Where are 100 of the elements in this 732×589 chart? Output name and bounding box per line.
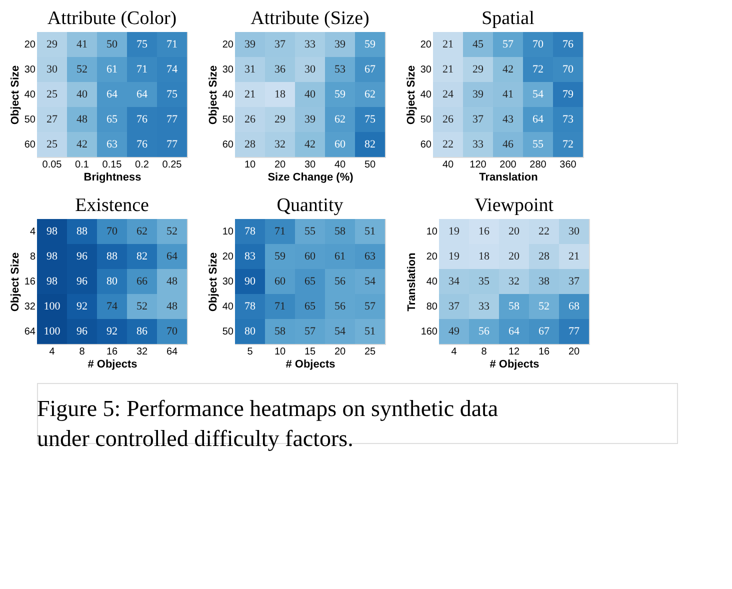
y-tick-label: 60 <box>24 140 36 150</box>
data-label: 80 <box>244 326 256 338</box>
data-label: 82 <box>136 250 148 262</box>
data-label: 70 <box>166 326 178 338</box>
data-label: 64 <box>532 114 544 126</box>
data-label: 64 <box>508 326 520 338</box>
y-tick-label: 20 <box>222 252 234 262</box>
data-label: 75 <box>166 88 178 100</box>
x-tick-label: 32 <box>136 346 148 358</box>
x-tick-label: 0.1 <box>75 160 90 170</box>
x-tick-label: 0.2 <box>135 160 150 170</box>
y-tick-label: 40 <box>420 90 432 100</box>
data-label: 80 <box>106 276 118 288</box>
data-label: 86 <box>136 326 148 338</box>
y-axis-title: Object Size <box>207 65 220 125</box>
data-label: 26 <box>244 114 256 126</box>
data-label: 77 <box>166 138 178 150</box>
data-label: 40 <box>304 88 316 100</box>
data-label: 32 <box>274 138 286 150</box>
y-tick-label: 64 <box>24 326 36 338</box>
data-label: 16 <box>478 226 490 238</box>
data-label: 36 <box>274 64 286 76</box>
data-label: 63 <box>106 138 118 150</box>
y-tick-label: 30 <box>420 64 432 76</box>
data-label: 42 <box>502 64 514 76</box>
x-axis-title: # Objects <box>88 358 138 370</box>
y-tick-label: 80 <box>426 302 438 312</box>
data-label: 32 <box>508 276 520 288</box>
data-label: 21 <box>442 64 454 76</box>
data-label: 59 <box>364 38 376 50</box>
data-label: 70 <box>532 38 544 50</box>
data-label: 54 <box>532 88 544 100</box>
data-label: 51 <box>364 326 376 338</box>
data-label: 35 <box>478 276 490 288</box>
x-tick-label: 16 <box>538 346 550 358</box>
data-label: 52 <box>166 226 178 238</box>
data-label: 37 <box>568 276 580 288</box>
data-label: 28 <box>244 138 256 150</box>
data-label: 28 <box>538 250 550 262</box>
y-axis-title: Object Size <box>9 65 22 125</box>
data-label: 24 <box>442 88 454 100</box>
y-axis-title: Object Size <box>9 252 22 312</box>
data-label: 29 <box>46 38 58 50</box>
data-label: 79 <box>562 88 574 100</box>
x-tick-label: 15 <box>304 346 316 358</box>
x-tick-label: 30 <box>304 160 316 170</box>
y-tick-label: 50 <box>420 114 432 126</box>
x-axis-title: Brightness <box>84 172 142 184</box>
data-label: 65 <box>304 276 316 288</box>
data-label: 37 <box>448 300 460 312</box>
data-label: 34 <box>448 276 460 288</box>
x-tick-label: 120 <box>470 160 487 170</box>
data-label: 76 <box>562 38 574 50</box>
data-label: 74 <box>106 300 118 312</box>
data-label: 21 <box>244 88 256 100</box>
chart-title: Existence <box>75 195 149 216</box>
data-label: 60 <box>274 276 286 288</box>
data-label: 39 <box>472 88 484 100</box>
data-label: 92 <box>76 300 88 312</box>
data-label: 54 <box>364 276 376 288</box>
data-label: 48 <box>166 276 178 288</box>
data-label: 56 <box>334 300 346 312</box>
x-tick-label: 8 <box>79 346 86 358</box>
data-label: 67 <box>364 64 376 76</box>
data-label: 71 <box>274 300 286 312</box>
data-label: 22 <box>442 138 454 150</box>
y-tick-label: 40 <box>222 90 234 100</box>
x-axis-title: # Objects <box>286 358 336 370</box>
data-label: 26 <box>442 114 454 126</box>
x-tick-label: 12 <box>508 346 520 358</box>
x-tick-label: 360 <box>560 160 577 170</box>
x-tick-label: 50 <box>364 160 376 170</box>
data-label: 98 <box>46 226 58 238</box>
data-label: 53 <box>334 64 346 76</box>
data-label: 72 <box>562 138 574 150</box>
y-tick-label: 60 <box>420 140 432 150</box>
x-tick-label: 4 <box>49 346 56 358</box>
data-label: 70 <box>562 64 574 76</box>
data-label: 59 <box>334 88 346 100</box>
data-label: 64 <box>136 88 148 100</box>
data-label: 56 <box>478 326 490 338</box>
data-label: 18 <box>478 250 490 262</box>
x-tick-label: 20 <box>274 160 286 170</box>
y-tick-label: 16 <box>24 276 36 288</box>
data-label: 100 <box>44 300 61 312</box>
data-label: 76 <box>136 138 148 150</box>
data-label: 83 <box>244 250 256 262</box>
data-label: 57 <box>304 326 316 338</box>
data-label: 39 <box>334 38 346 50</box>
data-label: 46 <box>502 138 514 150</box>
x-tick-label: 0.15 <box>102 160 122 170</box>
y-tick-label: 10 <box>222 226 234 238</box>
data-label: 19 <box>448 226 460 238</box>
y-tick-label: 30 <box>24 64 36 76</box>
data-label: 70 <box>106 226 118 238</box>
y-tick-label: 4 <box>30 226 36 238</box>
caption: Figure 5: Performance heatmaps on synthetic data under controlled difficulty factors. <box>37 396 498 451</box>
x-tick-label: 10 <box>244 160 256 170</box>
data-label: 49 <box>448 326 460 338</box>
x-tick-label: 200 <box>500 160 517 170</box>
